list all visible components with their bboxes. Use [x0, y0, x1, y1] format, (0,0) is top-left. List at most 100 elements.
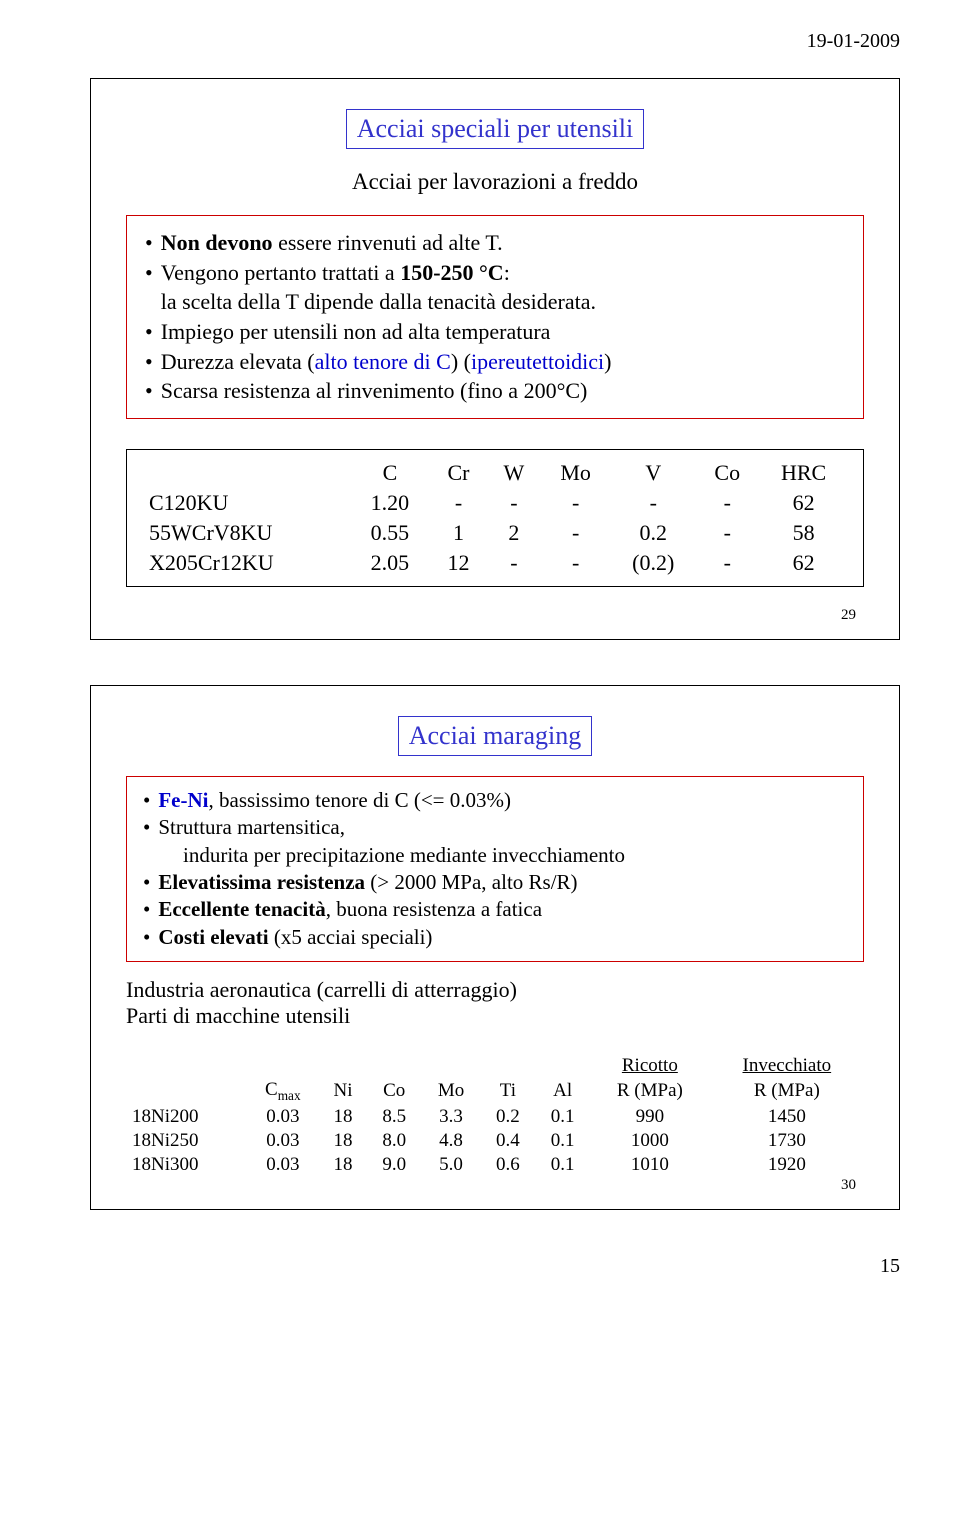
cell: Cmax	[246, 1078, 319, 1105]
table-row: C120KU 1.20 - - - - - 62	[141, 488, 849, 518]
slide1-bullet-4: • Durezza elevata (alto tenore di C) (ip…	[145, 347, 845, 377]
cell	[126, 1054, 246, 1078]
cell: 0.1	[535, 1105, 590, 1129]
cell: 0.4	[480, 1129, 535, 1153]
cell: 3.3	[422, 1105, 481, 1129]
slide2-b5b: (x5 acciai speciali)	[269, 925, 433, 949]
slide1-content-box: • Non devono essere rinvenuti ad alte T.…	[126, 215, 864, 419]
cell: 55WCrV8KU	[141, 518, 350, 548]
cell: 0.03	[246, 1153, 319, 1177]
cell: 5.0	[422, 1153, 481, 1177]
slide2-title-row: Acciai maraging	[126, 716, 864, 756]
cell: -	[487, 548, 542, 578]
slide1-b4a: Durezza elevata (	[161, 349, 315, 374]
cell	[141, 458, 350, 488]
slide1-bullet-3: • Impiego per utensili non ad alta tempe…	[145, 317, 845, 347]
cell: 0.2	[610, 518, 696, 548]
page: 19-01-2009 Acciai speciali per utensili …	[0, 0, 960, 1298]
cell: Al	[535, 1078, 590, 1105]
table-row: C Cr W Mo V Co HRC	[141, 458, 849, 488]
cell: -	[541, 518, 610, 548]
slide1-bullet-5: • Scarsa resistenza al rinvenimento (fin…	[145, 376, 845, 406]
cell	[480, 1054, 535, 1078]
cell: 990	[590, 1105, 710, 1129]
cell: -	[541, 488, 610, 518]
cell	[535, 1054, 590, 1078]
cell: R (MPa)	[710, 1078, 864, 1105]
slide2-title: Acciai maraging	[398, 716, 593, 756]
slide2-number: 30	[126, 1177, 864, 1194]
cell: -	[696, 518, 758, 548]
slide2-bullet-1: • Fe-Ni, bassissimo tenore di C (<= 0.03…	[143, 787, 847, 814]
cell: -	[610, 488, 696, 518]
slide2-b4a: Eccellente tenacità	[158, 897, 325, 921]
cell: Ti	[480, 1078, 535, 1105]
slide2-b4b: , buona resistenza a fatica	[326, 897, 542, 921]
cell: X205Cr12KU	[141, 548, 350, 578]
slide-2: Acciai maraging • Fe-Ni, bassissimo teno…	[90, 685, 900, 1210]
footer-page: 15	[90, 1255, 900, 1278]
cell: Co	[367, 1078, 422, 1105]
slide1-table: C Cr W Mo V Co HRC C120KU 1.20 - - - - -…	[141, 458, 849, 578]
slide1-b4d: ipereutettoidici	[471, 349, 604, 374]
cell: 2.05	[350, 548, 431, 578]
slide2-b3b: (> 2000 MPa, alto Rs/R)	[365, 870, 578, 894]
cell: 1	[430, 518, 486, 548]
cell: -	[541, 548, 610, 578]
cell: 1010	[590, 1153, 710, 1177]
cell: Mo	[422, 1078, 481, 1105]
slide2-bullet-5: • Costi elevati (x5 acciai speciali)	[143, 924, 847, 951]
cell: (0.2)	[610, 548, 696, 578]
table-row: 18Ni200 0.03 18 8.5 3.3 0.2 0.1 990 1450	[126, 1105, 864, 1129]
cell: Ricotto	[590, 1054, 710, 1078]
slide2-line2: Parti di macchine utensili	[126, 1003, 864, 1029]
slide1-b1a: Non devono	[161, 230, 273, 255]
table-row: 55WCrV8KU 0.55 1 2 - 0.2 - 58	[141, 518, 849, 548]
cell	[246, 1054, 319, 1078]
cell: 1450	[710, 1105, 864, 1129]
slide1-b3: Impiego per utensili non ad alta tempera…	[161, 317, 551, 347]
cell: Co	[696, 458, 758, 488]
cell: 0.03	[246, 1129, 319, 1153]
cell: 0.03	[246, 1105, 319, 1129]
header-date: 19-01-2009	[90, 30, 900, 53]
table-row: Cmax Ni Co Mo Ti Al R (MPa) R (MPa)	[126, 1078, 864, 1105]
cell: 18	[319, 1129, 367, 1153]
cell: Invecchiato	[710, 1054, 864, 1078]
cell: 0.2	[480, 1105, 535, 1129]
cell: 1730	[710, 1129, 864, 1153]
cell: 58	[758, 518, 849, 548]
cell	[422, 1054, 481, 1078]
cell: HRC	[758, 458, 849, 488]
cell: Cr	[430, 458, 486, 488]
cell: 18	[319, 1153, 367, 1177]
slide2-bullet-2: • Struttura martensitica,	[143, 814, 847, 841]
cell: V	[610, 458, 696, 488]
cell: -	[430, 488, 486, 518]
slide1-number: 29	[126, 607, 864, 624]
slide1-b2a: Vengono pertanto trattati a	[161, 260, 400, 285]
cell: -	[487, 488, 542, 518]
slide1-title-row: Acciai speciali per utensili	[126, 109, 864, 149]
cell: Ni	[319, 1078, 367, 1105]
slide1-title: Acciai speciali per utensili	[346, 109, 645, 149]
cell	[319, 1054, 367, 1078]
cell: 18Ni300	[126, 1153, 246, 1177]
cell: 1000	[590, 1129, 710, 1153]
cell: 62	[758, 548, 849, 578]
table-row: 18Ni300 0.03 18 9.0 5.0 0.6 0.1 1010 192…	[126, 1153, 864, 1177]
slide2-plaintext: Industria aeronautica (carrelli di atter…	[126, 977, 864, 1029]
slide2-bullet-3: • Elevatissima resistenza (> 2000 MPa, a…	[143, 869, 847, 896]
cell: 0.1	[535, 1153, 590, 1177]
cell: 12	[430, 548, 486, 578]
table-row: Ricotto Invecchiato	[126, 1054, 864, 1078]
cell: 0.55	[350, 518, 431, 548]
slide2-b3a: Elevatissima resistenza	[158, 870, 365, 894]
table-row: 18Ni250 0.03 18 8.0 4.8 0.4 0.1 1000 173…	[126, 1129, 864, 1153]
cell: 4.8	[422, 1129, 481, 1153]
cell: -	[696, 488, 758, 518]
slide2-b1b: , bassissimo tenore di C (<= 0.03%)	[209, 788, 512, 812]
cell: 0.6	[480, 1153, 535, 1177]
slide1-b2c: :	[504, 260, 510, 285]
slide1-b1b: essere rinvenuti ad alte T.	[273, 230, 503, 255]
